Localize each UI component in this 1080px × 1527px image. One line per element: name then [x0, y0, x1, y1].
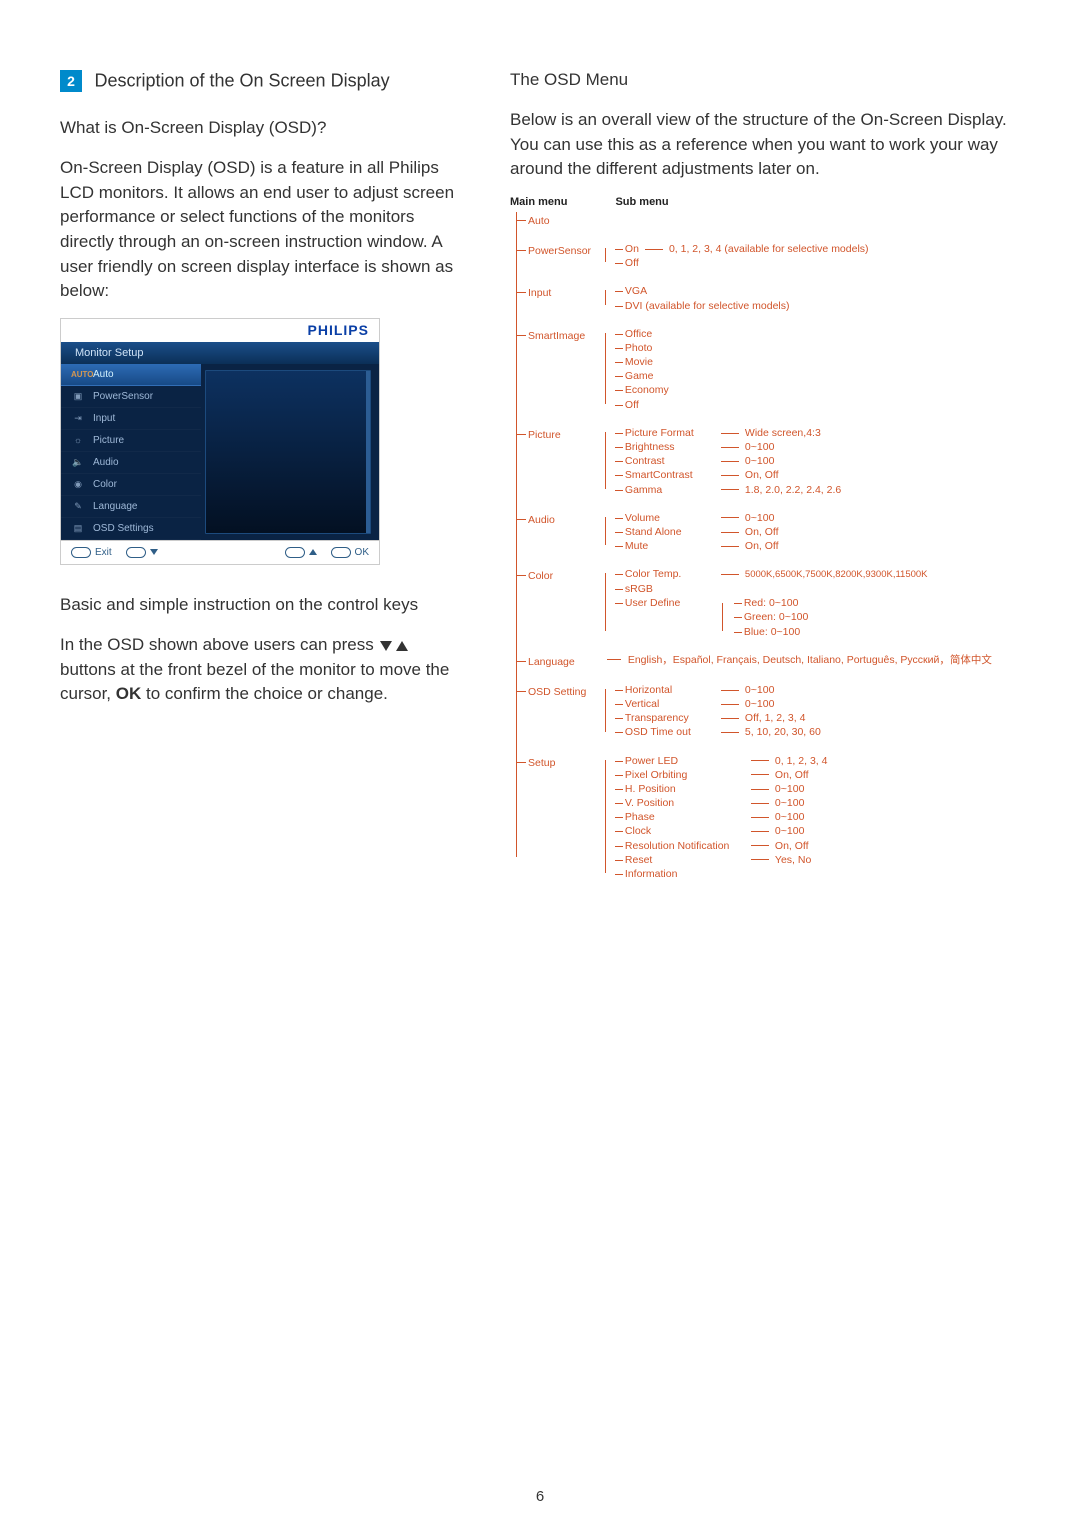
- menu-powersensor: PowerSensor On0, 1, 2, 3, 4 (available f…: [516, 242, 1020, 270]
- right-column: The OSD Menu Below is an overall view of…: [510, 70, 1020, 883]
- color-icon: ◉: [71, 479, 85, 490]
- picture-icon: ☼: [71, 435, 85, 445]
- osd-title: Monitor Setup: [61, 342, 379, 364]
- osd-item-label: Color: [93, 479, 117, 490]
- menu-smartimage: SmartImage Office Photo Movie Game Econo…: [516, 327, 1020, 412]
- subhead-basic-instruction: Basic and simple instruction on the cont…: [60, 595, 470, 615]
- input-icon: ⇥: [71, 413, 85, 424]
- sub-menu-header: Sub menu: [615, 196, 668, 208]
- osd-item-osdsettings[interactable]: ▤ OSD Settings: [61, 518, 201, 540]
- osd-menu-list: AUTO Auto ▣ PowerSensor ⇥ Input ☼ Picture 🔈 A…: [61, 364, 201, 540]
- osd-item-auto[interactable]: AUTO Auto: [61, 364, 201, 386]
- osd-item-picture[interactable]: ☼ Picture: [61, 430, 201, 452]
- subhead-what-is-osd: What is On-Screen Display (OSD)?: [60, 118, 470, 138]
- osd-item-color[interactable]: ◉ Color: [61, 474, 201, 496]
- osd-body: AUTO Auto ▣ PowerSensor ⇥ Input ☼ Picture 🔈 A…: [61, 364, 379, 540]
- page-number: 6: [0, 1488, 1080, 1505]
- philips-logo: PHILIPS: [308, 322, 369, 338]
- osd-item-powersensor[interactable]: ▣ PowerSensor: [61, 386, 201, 408]
- osd-screenshot: PHILIPS Monitor Setup AUTO Auto ▣ PowerSen…: [60, 318, 380, 565]
- section-header: 2 Description of the On Screen Display: [60, 70, 470, 92]
- osd-brand-bar: PHILIPS: [61, 319, 379, 342]
- section-number: 2: [60, 70, 82, 92]
- osd-item-label: Audio: [93, 457, 119, 468]
- osd-item-input[interactable]: ⇥ Input: [61, 408, 201, 430]
- osd-item-label: Language: [93, 501, 138, 512]
- osd-intro-paragraph: On-Screen Display (OSD) is a feature in …: [60, 156, 470, 304]
- instruction-paragraph: In the OSD shown above users can press b…: [60, 633, 470, 707]
- menu-audio: Audio Volume0~100 Stand AloneOn, Off Mut…: [516, 511, 1020, 554]
- ok-text: OK: [116, 684, 142, 703]
- osd-menu-paragraph: Below is an overall view of the structur…: [510, 108, 1020, 182]
- menu-setup: Setup Power LED0, 1, 2, 3, 4 Pixel Orbit…: [516, 754, 1020, 882]
- osd-preview-pane: [205, 370, 371, 534]
- subhead-osd-menu: The OSD Menu: [510, 70, 1020, 90]
- ok-button[interactable]: OK: [331, 547, 369, 558]
- powersensor-icon: ▣: [71, 391, 85, 402]
- language-icon: ✎: [71, 501, 85, 512]
- menu-osd-setting: OSD Setting Horizontal0~100 Vertical0~10…: [516, 683, 1020, 740]
- triangle-up-icon: [396, 641, 408, 651]
- osd-item-language[interactable]: ✎ Language: [61, 496, 201, 518]
- exit-button[interactable]: Exit: [71, 547, 112, 558]
- menu-language: Language English，Español, Français, Deut…: [516, 653, 1020, 669]
- triangle-down-icon: [380, 641, 392, 651]
- osd-item-label: PowerSensor: [93, 391, 153, 402]
- left-column: 2 Description of the On Screen Display W…: [60, 70, 470, 883]
- osd-footer: Exit OK: [61, 540, 379, 564]
- osd-item-label: Input: [93, 413, 115, 424]
- menu-color: Color Color Temp.5000K,6500K,7500K,8200K…: [516, 567, 1020, 639]
- osdsettings-icon: ▤: [71, 523, 85, 534]
- menu-auto: Auto: [516, 212, 1020, 228]
- osd-menu-tree: Auto PowerSensor On0, 1, 2, 3, 4 (availa…: [516, 212, 1020, 881]
- down-button[interactable]: [126, 547, 158, 558]
- main-menu-header: Main menu: [510, 196, 567, 208]
- menu-headers: Main menu Sub menu: [510, 196, 1020, 208]
- auto-icon: AUTO: [71, 370, 85, 379]
- audio-icon: 🔈: [71, 457, 85, 468]
- menu-picture: Picture Picture FormatWide screen,4:3 Br…: [516, 426, 1020, 497]
- menu-input: Input VGA DVI (available for selective m…: [516, 284, 1020, 312]
- section-title: Description of the On Screen Display: [94, 71, 389, 91]
- osd-item-label: OSD Settings: [93, 523, 154, 534]
- osd-item-label: Auto: [93, 369, 114, 380]
- osd-item-label: Picture: [93, 435, 124, 446]
- up-button[interactable]: [285, 547, 317, 558]
- osd-item-audio[interactable]: 🔈 Audio: [61, 452, 201, 474]
